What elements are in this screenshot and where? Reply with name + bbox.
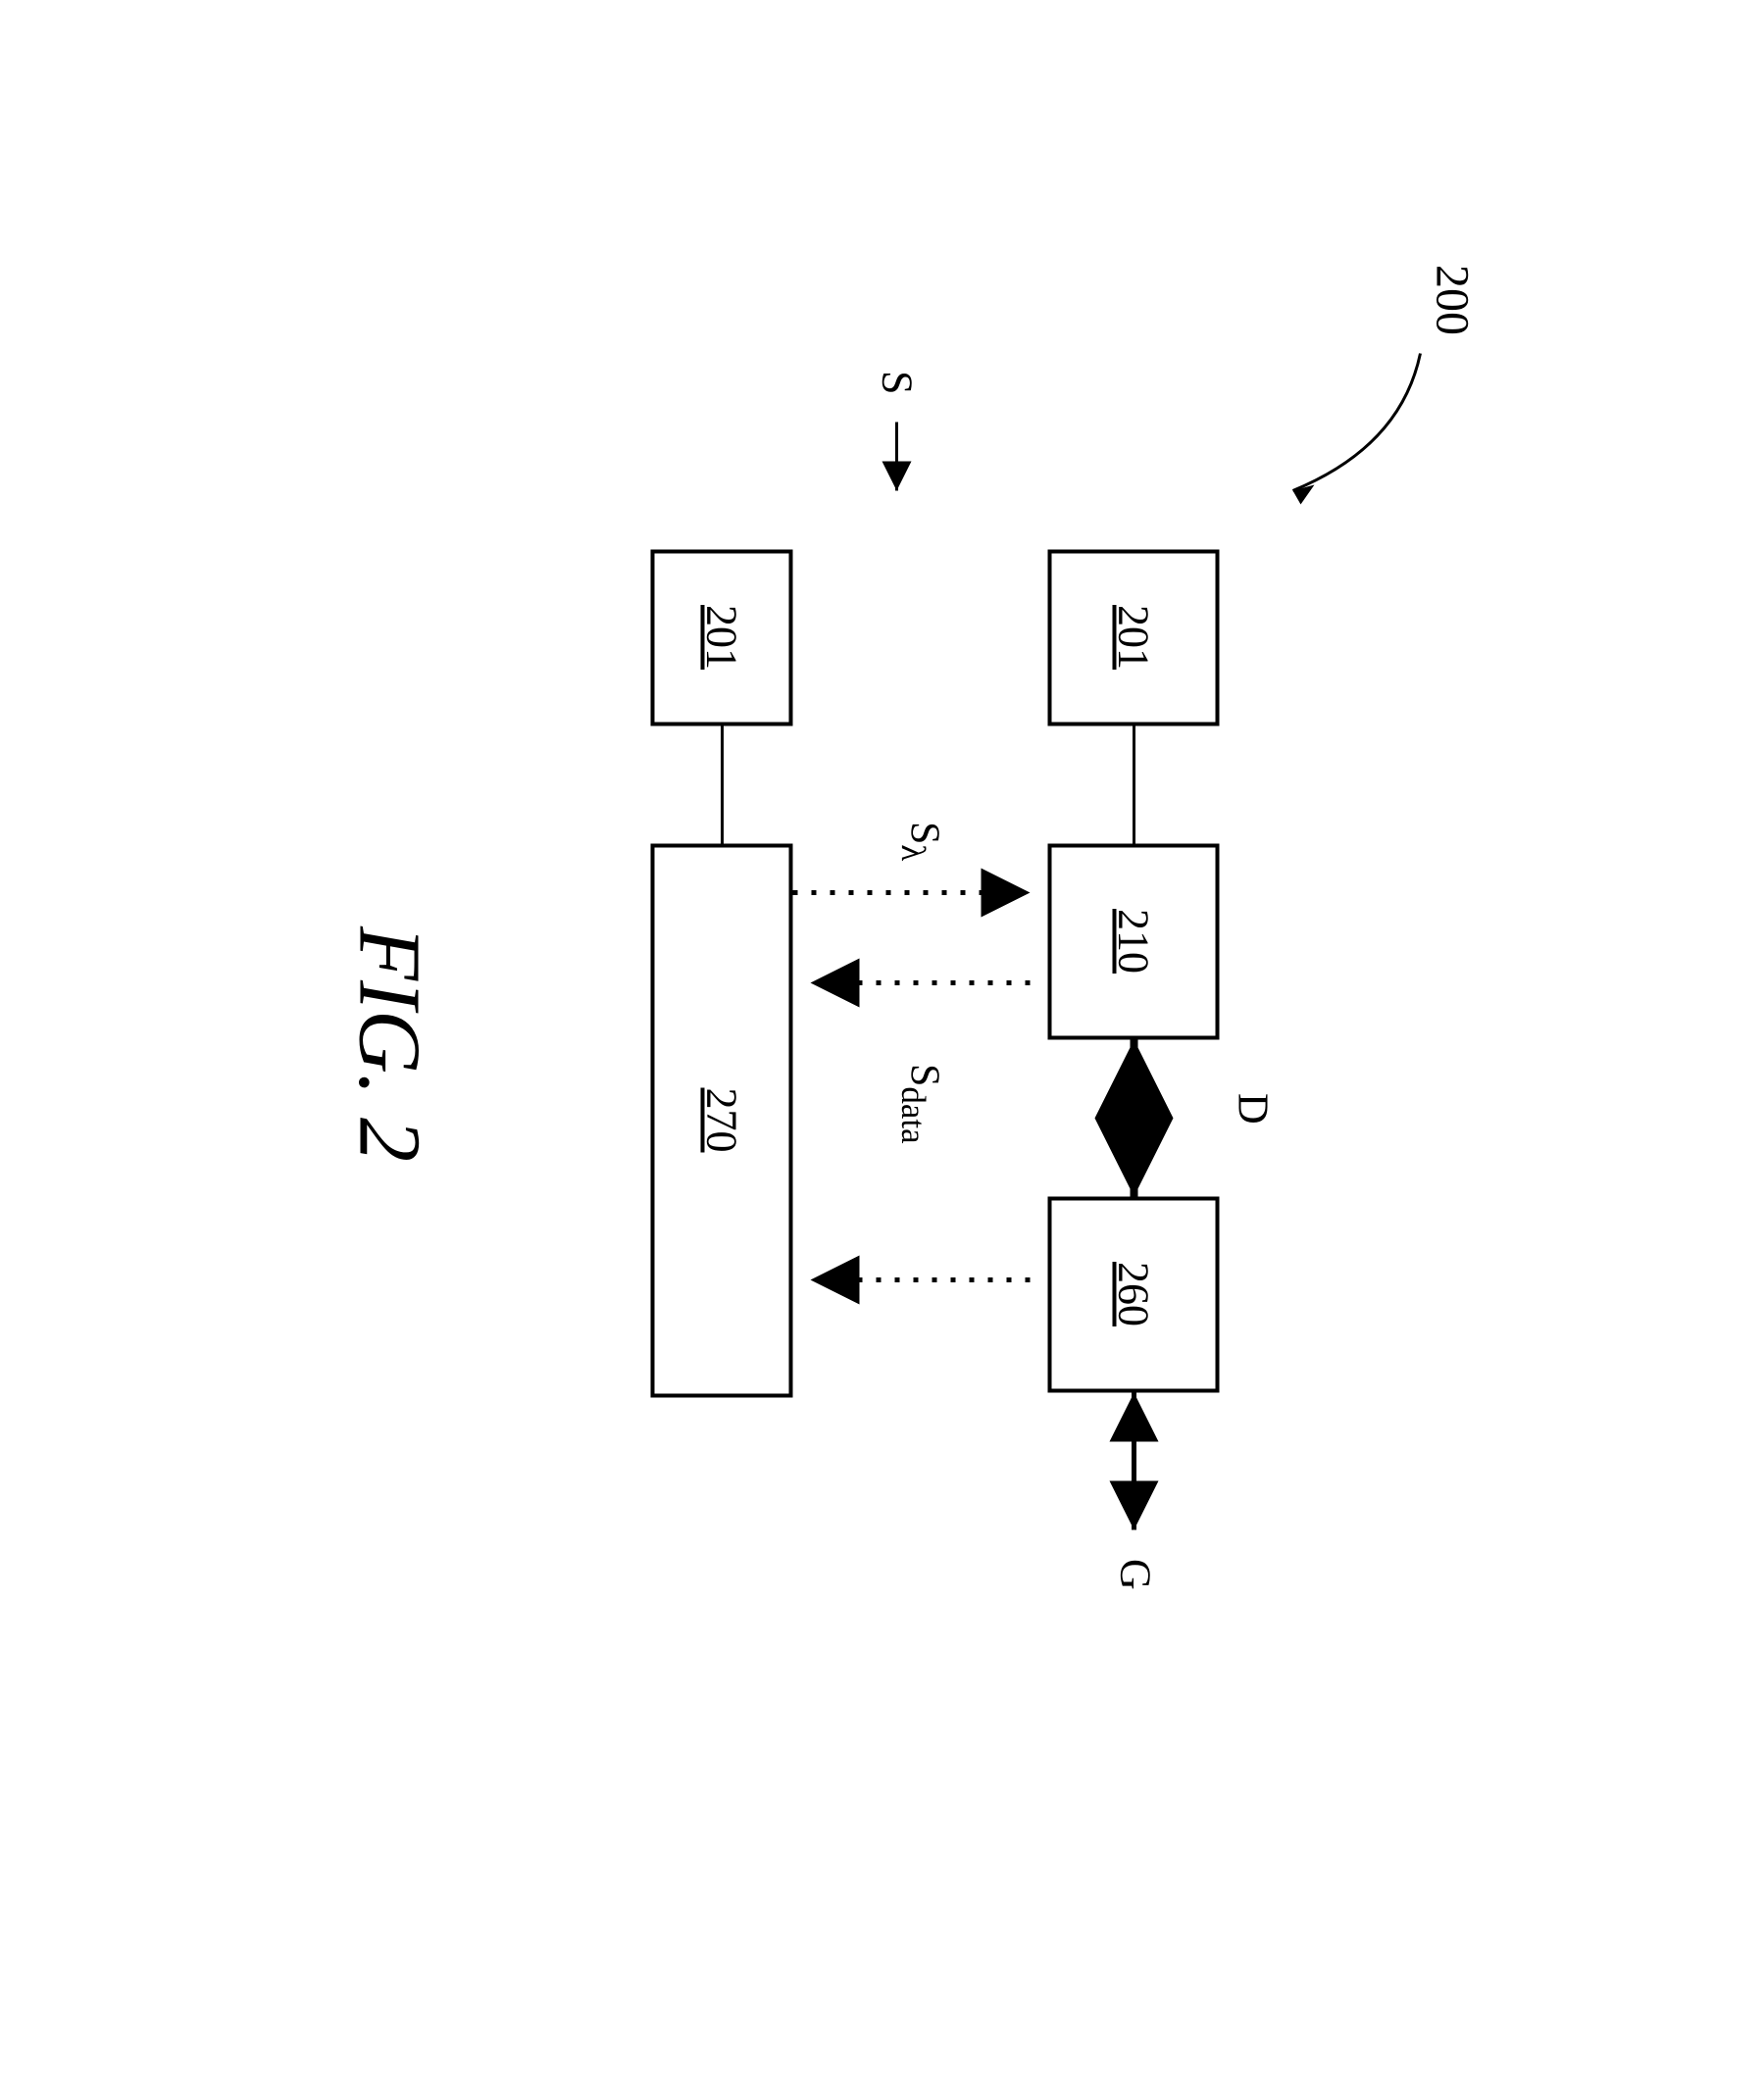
label-s: S [873,371,923,394]
diagram-stage: 200 201 210 260 270 201 D G S Sλ Sdata F… [0,0,1764,2100]
block-260: 260 [1048,1196,1220,1392]
ref-270: 270 [697,1088,747,1153]
figure-caption: FIG. 2 [339,926,440,1162]
block-210: 210 [1048,843,1220,1039]
ref-201-top: 201 [1109,605,1159,670]
label-s-lambda: Sλ [894,822,948,861]
block-270: 270 [651,843,793,1397]
label-s-data: Sdata [894,1064,948,1144]
group-ref-label: 200 [1426,265,1480,335]
block-201-top: 201 [1048,549,1220,725]
ref-201-bottom: 201 [697,605,747,670]
ref-260: 260 [1109,1262,1159,1326]
group-ref-arrowhead [1293,484,1315,504]
label-g: G [1111,1559,1161,1590]
ref-210: 210 [1109,909,1159,974]
block-201-bottom: 201 [651,549,793,725]
group-ref-arc [1293,353,1421,490]
label-d: D [1229,1093,1279,1125]
diagram-wires [0,0,1764,2100]
